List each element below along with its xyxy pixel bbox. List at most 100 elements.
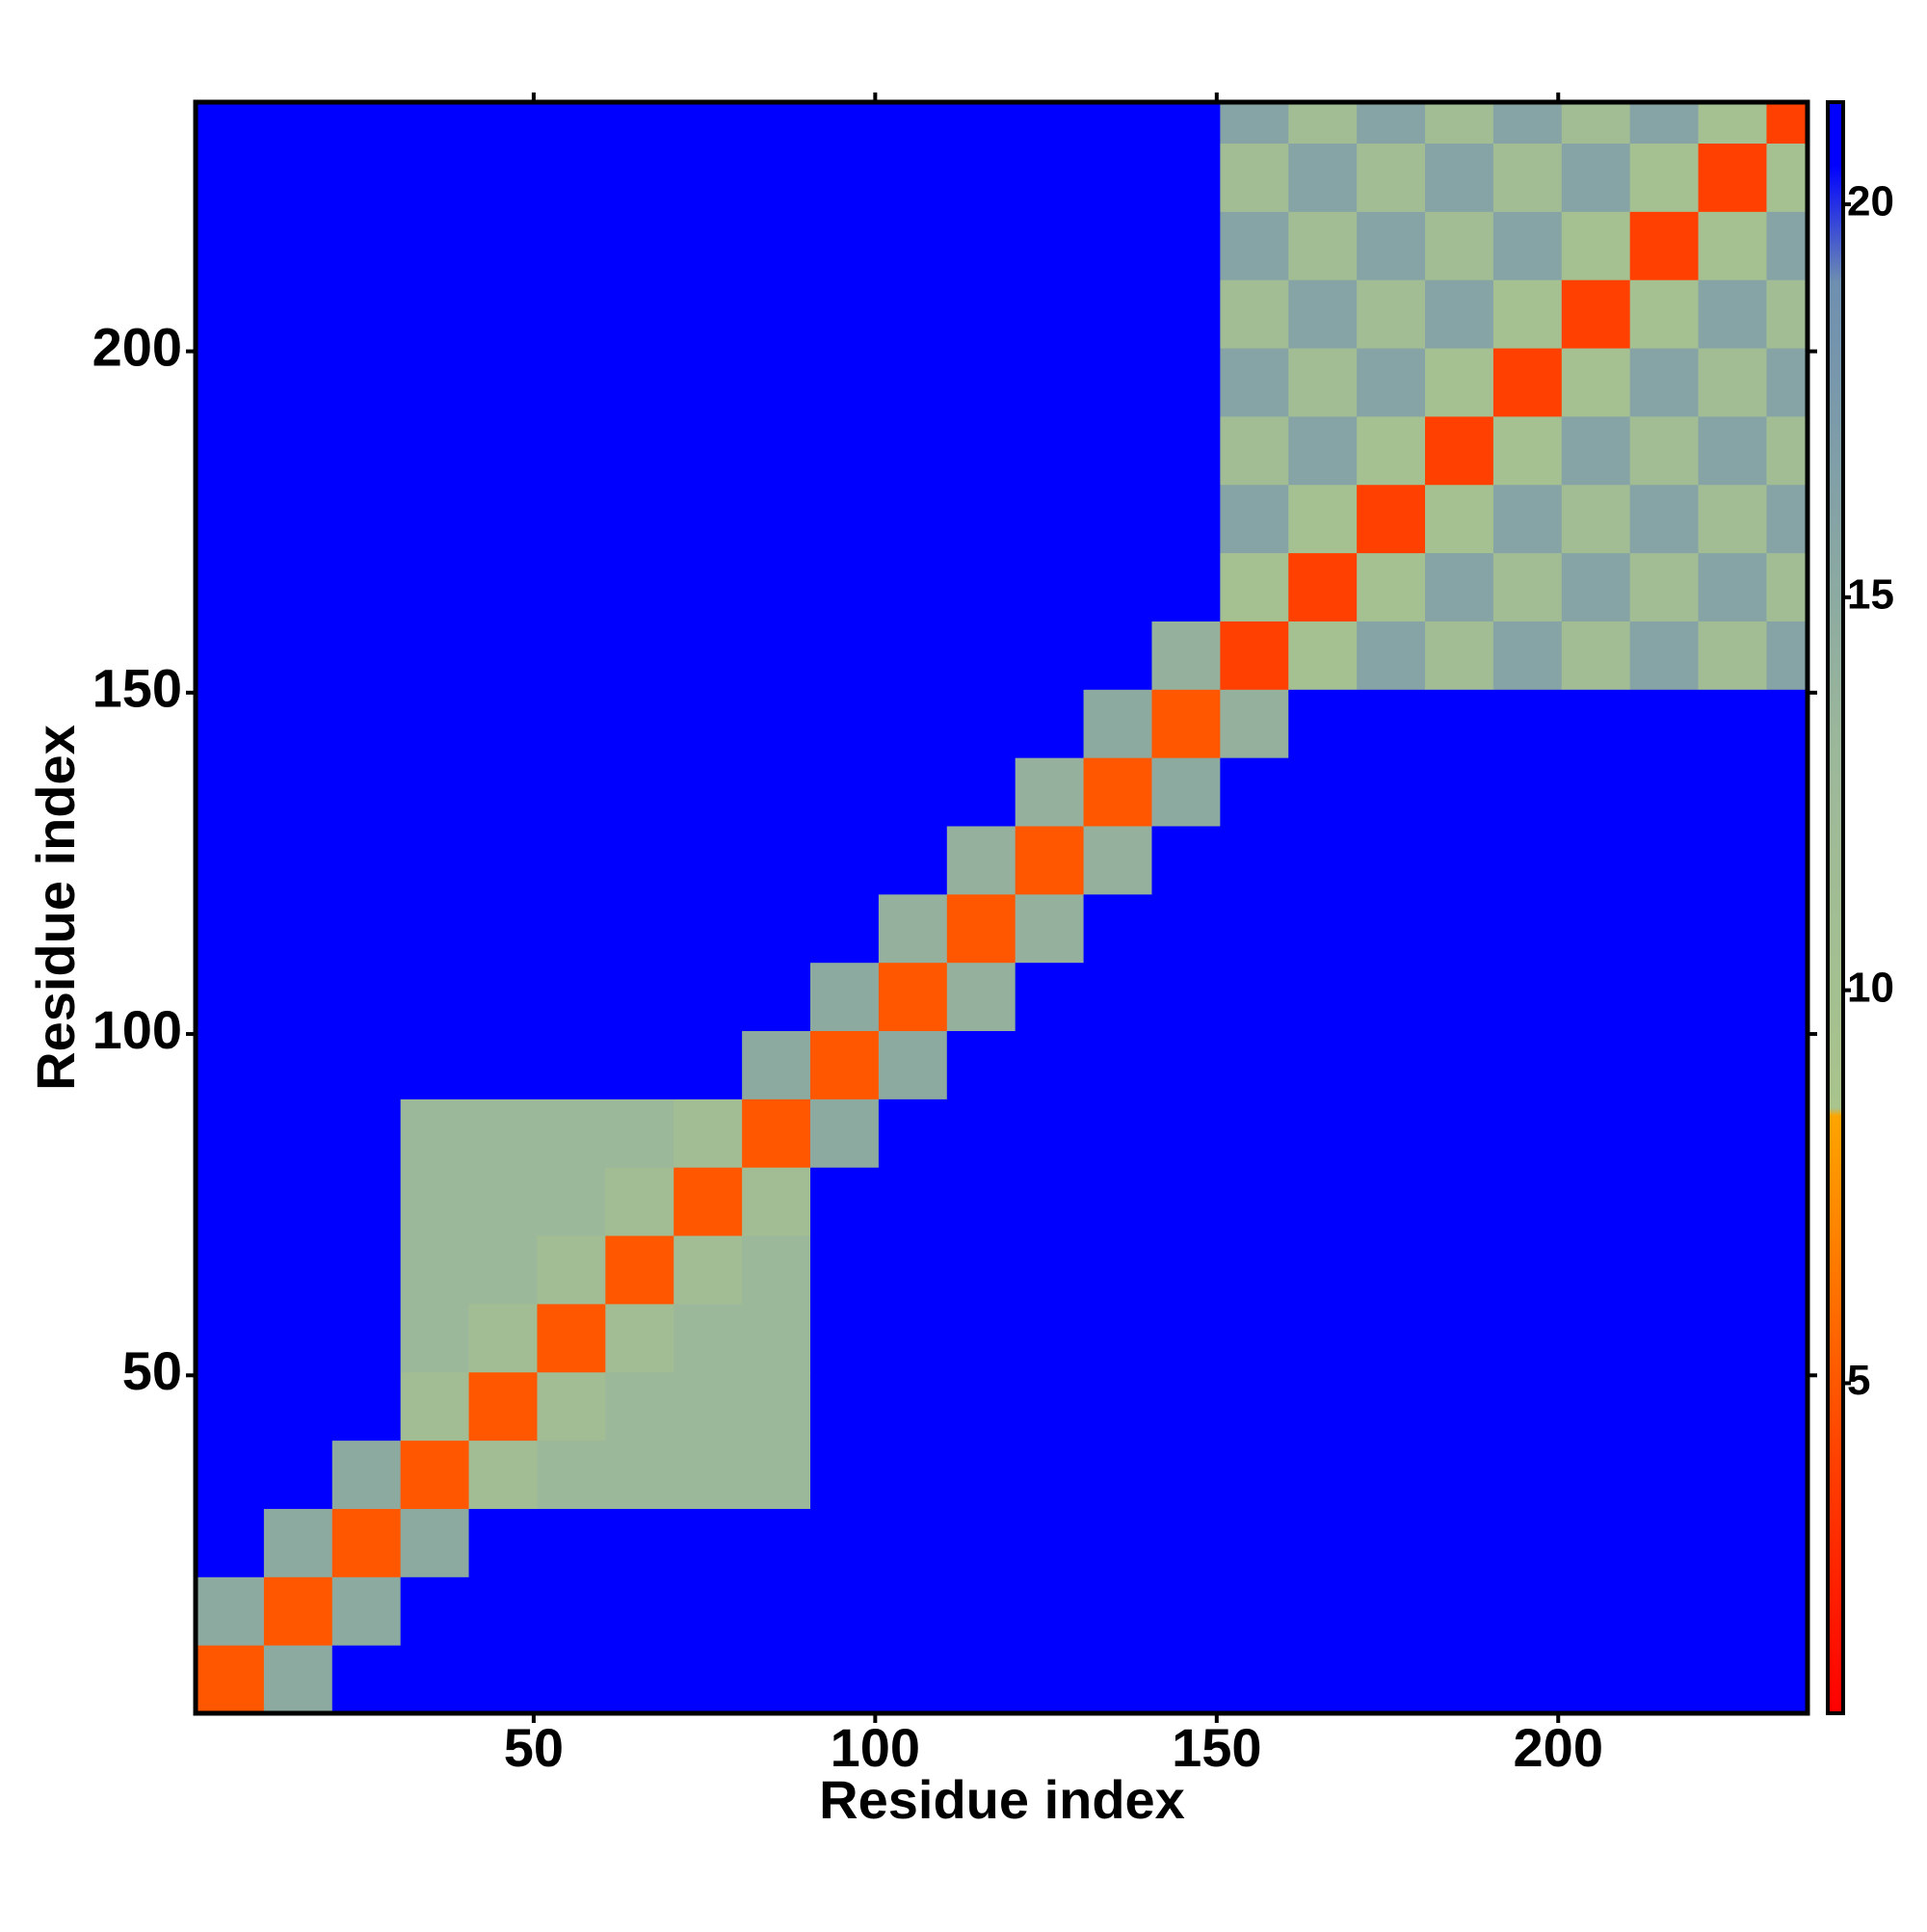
y-tick-label: 50 [122, 1340, 182, 1401]
heatmap-cell [331, 1098, 402, 1168]
heatmap-cell [1083, 1440, 1152, 1509]
heatmap-cell [400, 1440, 470, 1509]
heatmap-cell [1561, 1030, 1631, 1099]
heatmap-cell [1357, 484, 1426, 554]
heatmap-cell [1151, 1167, 1221, 1236]
heatmap-cell [1698, 1030, 1767, 1099]
heatmap-cell [1151, 1235, 1221, 1305]
heatmap-cell [1425, 893, 1494, 964]
heatmap-cell [1151, 348, 1221, 417]
heatmap-cell [673, 484, 743, 554]
heatmap-cell [1083, 1576, 1152, 1646]
heatmap-cell [400, 143, 470, 212]
heatmap-cell [1151, 757, 1221, 827]
heatmap-cell [878, 348, 948, 417]
heatmap-cell [673, 1371, 743, 1442]
heatmap-cell [1083, 1645, 1152, 1714]
heatmap-cell [468, 1303, 538, 1373]
y-axis-label: Residue index [25, 725, 86, 1091]
heatmap-cell [537, 1235, 606, 1305]
heatmap-cell [1766, 279, 1808, 349]
heatmap-cell [1151, 552, 1221, 622]
heatmap-cell [605, 415, 674, 486]
heatmap-cell [1288, 1645, 1358, 1714]
heatmap-cell [1083, 143, 1152, 212]
heatmap-cell [1766, 1508, 1808, 1577]
heatmap-cell [1492, 1440, 1563, 1509]
heatmap-cell [605, 1371, 674, 1442]
heatmap-cell [810, 1098, 880, 1168]
heatmap-cell [1015, 825, 1085, 895]
heatmap-cell [605, 484, 674, 554]
heatmap-cell [878, 893, 948, 964]
heatmap-cell [1357, 1576, 1426, 1646]
heatmap-cell [1083, 1098, 1152, 1168]
heatmap-cell [1288, 1303, 1358, 1373]
heatmap-cell [742, 1030, 811, 1099]
heatmap-cell [1357, 102, 1426, 145]
heatmap-cell [468, 1440, 538, 1509]
heatmap-cell [673, 1098, 743, 1168]
heatmap-cell [878, 1030, 948, 1099]
heatmap-cell [673, 1167, 743, 1236]
heatmap-cell [878, 1576, 948, 1646]
heatmap-cell [537, 1303, 606, 1373]
heatmap-cell [1492, 1303, 1563, 1373]
heatmap-cell [1083, 279, 1152, 349]
heatmap-cell [263, 348, 333, 417]
heatmap-cell [331, 1167, 402, 1236]
heatmap-cell [810, 552, 880, 622]
heatmap-cell [1015, 757, 1085, 827]
heatmap-cell [1015, 348, 1085, 417]
heatmap-cell [1083, 757, 1152, 827]
heatmap-cell [1083, 825, 1152, 895]
heatmap-cell [810, 1440, 880, 1509]
heatmap-cell [1220, 552, 1289, 622]
heatmap-cell [742, 1645, 811, 1714]
heatmap-cell [1015, 102, 1085, 145]
heatmap-cell [1015, 415, 1085, 486]
heatmap-cell [605, 1440, 674, 1509]
heatmap-cell [1357, 962, 1426, 1032]
heatmap-cell [1015, 279, 1085, 349]
heatmap-cell [1357, 1030, 1426, 1099]
y-tick-label: 100 [92, 999, 182, 1060]
heatmap-cell [1220, 415, 1289, 486]
heatmap-cell [1561, 102, 1631, 145]
heatmap-cell [400, 1508, 470, 1577]
heatmap-cell [1083, 552, 1152, 622]
heatmap-cell [1220, 621, 1289, 690]
heatmap-cell [1561, 1235, 1631, 1305]
heatmap-cell [1561, 279, 1631, 349]
heatmap-cell [400, 1167, 470, 1236]
heatmap-cell [537, 1371, 606, 1442]
heatmap-cell [1698, 279, 1767, 349]
heatmap-cell [1015, 484, 1085, 554]
heatmap-cell [1151, 1645, 1221, 1714]
x-tick-label: 200 [1514, 1717, 1603, 1778]
heatmap-cell [673, 348, 743, 417]
heatmap-cell [1629, 757, 1700, 827]
heatmap-cell [673, 1235, 743, 1305]
colorbar-tick-label: 20 [1847, 178, 1894, 225]
heatmap-cell [810, 143, 880, 212]
heatmap-cell [1492, 757, 1563, 827]
heatmap-cell [1015, 143, 1085, 212]
heatmap-cell [1425, 825, 1494, 895]
heatmap-cell [1357, 415, 1426, 486]
heatmap-cell [263, 962, 333, 1032]
heatmap-cell [1492, 348, 1563, 417]
heatmap-cell [1015, 552, 1085, 622]
heatmap-cell [537, 689, 606, 758]
heatmap-cell [673, 1303, 743, 1373]
heatmap-cell [1766, 962, 1808, 1032]
heatmap-cell [605, 552, 674, 622]
heatmap-cell [331, 1235, 402, 1305]
heatmap-cell [1561, 689, 1631, 758]
heatmap-cell [605, 1303, 674, 1373]
heatmap-cell [1288, 621, 1358, 690]
heatmap-cell [742, 1440, 811, 1509]
heatmap-cell [1357, 757, 1426, 827]
heatmap-cell [946, 415, 1016, 486]
